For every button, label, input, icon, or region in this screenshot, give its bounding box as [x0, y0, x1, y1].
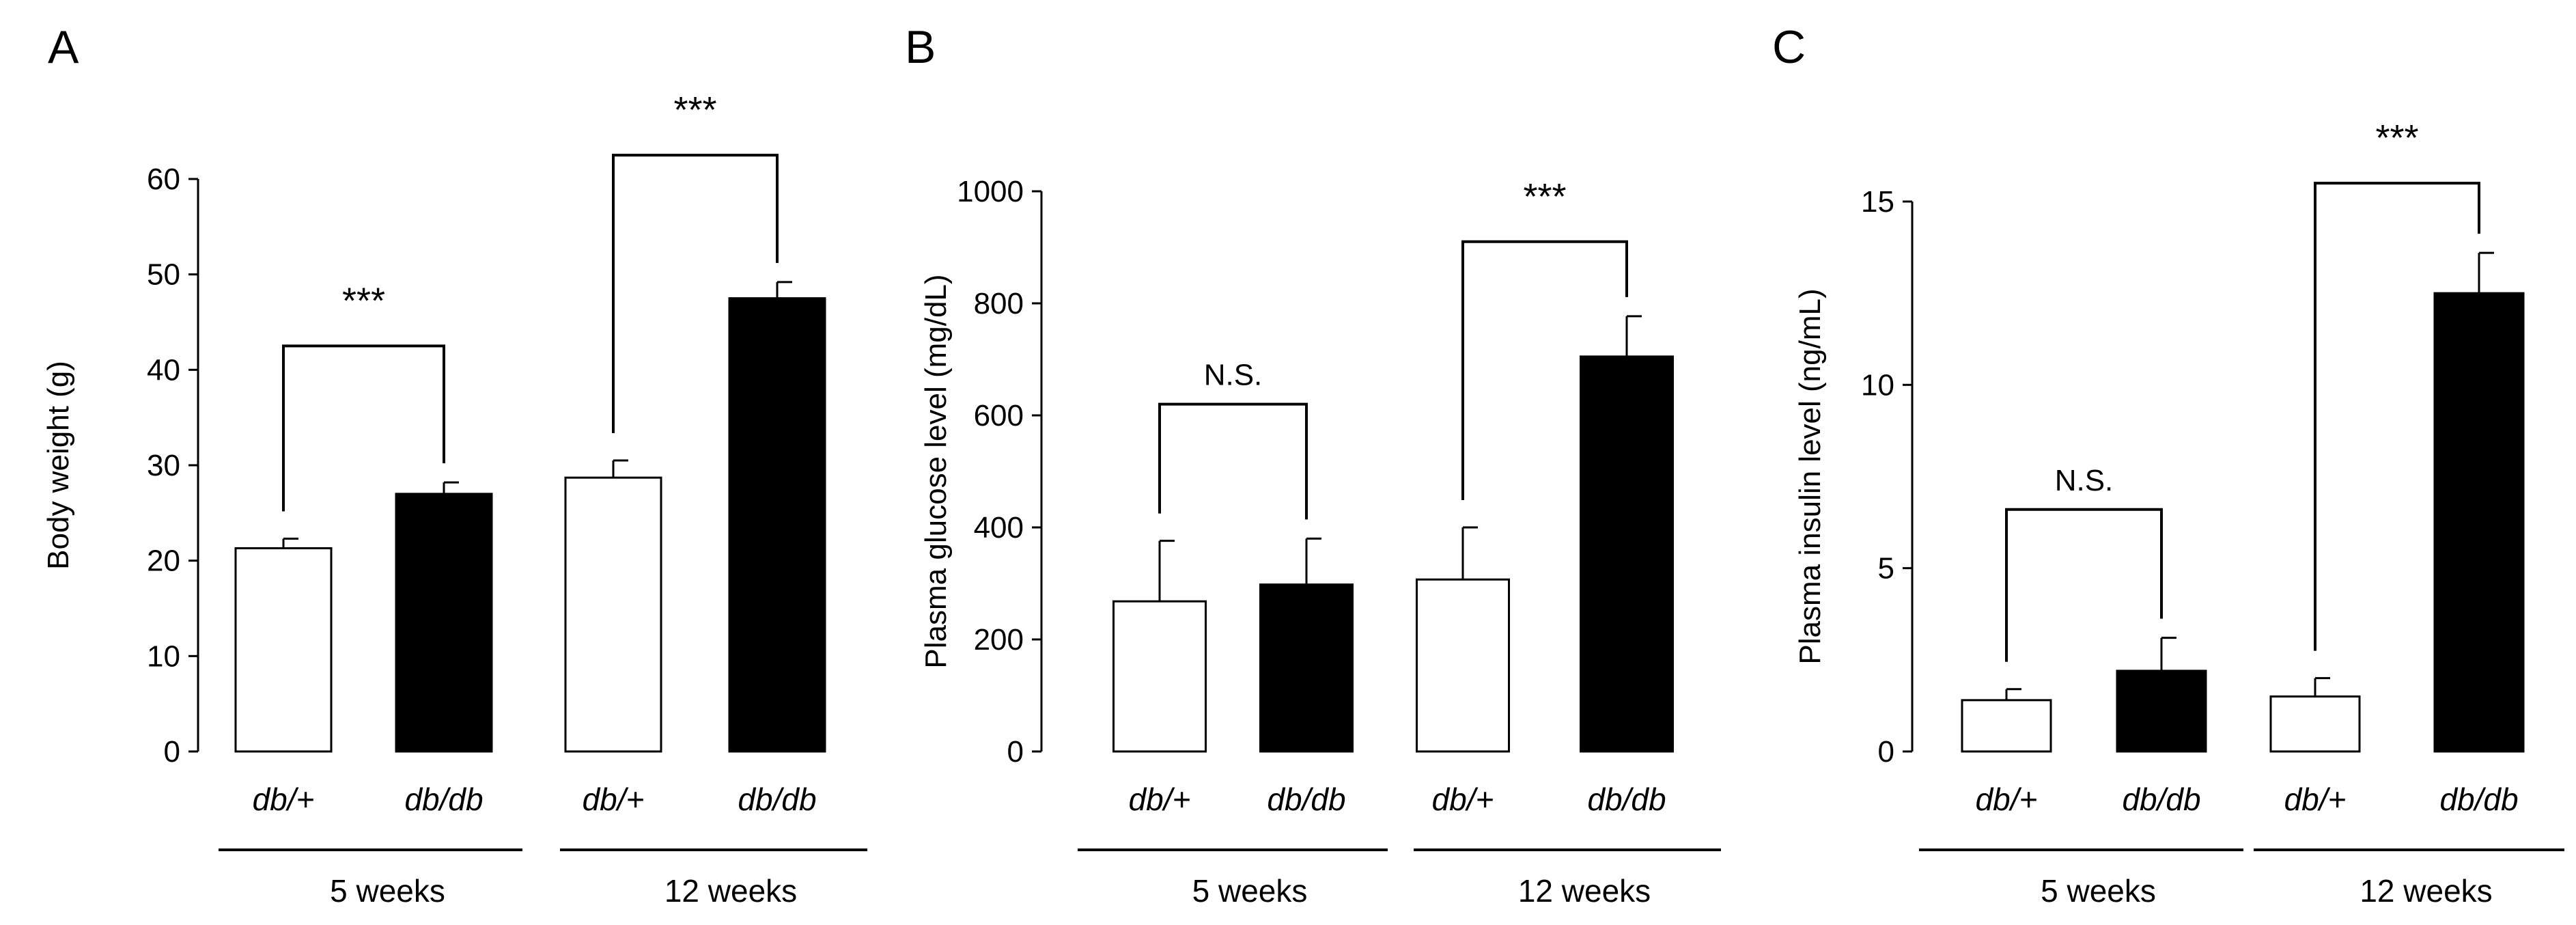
- category-label: db/+: [583, 782, 645, 817]
- bar-3: [564, 476, 662, 753]
- panel-letter: B: [905, 21, 936, 73]
- y-tick-label: 0: [1007, 735, 1024, 769]
- category-label: db/+: [253, 782, 315, 817]
- y-tick-label: 40: [147, 353, 180, 387]
- significance-label: ***: [342, 280, 385, 321]
- bar-4: [1580, 355, 1674, 753]
- significance-bracket: [2314, 182, 2480, 651]
- y-tick-label: 50: [147, 258, 180, 292]
- category-label: db/+: [1976, 782, 2038, 817]
- bar-2: [2116, 669, 2207, 753]
- y-tick-label: 1000: [957, 175, 1024, 208]
- panel-a: A 0 10 20 30 40 50 60 Body weight (g) db/+ db/db d…: [42, 21, 867, 909]
- bar-4: [728, 297, 826, 753]
- y-tick-label: 10: [1861, 368, 1894, 402]
- significance-label: ***: [2375, 118, 2418, 158]
- y-tick-label: 5: [1878, 552, 1894, 585]
- significance-label: N.S.: [2055, 464, 2114, 497]
- y-tick-label: 200: [974, 623, 1024, 657]
- y-axis-label: Body weight (g): [42, 361, 75, 570]
- y-tick-label: 10: [147, 639, 180, 673]
- y-tick-label: 60: [147, 163, 180, 196]
- category-label: db/db: [1587, 782, 1666, 817]
- significance-bracket: [1461, 240, 1628, 500]
- y-tick-label: 20: [147, 544, 180, 578]
- category-label: db/db: [738, 782, 816, 817]
- bar-4: [2433, 292, 2525, 753]
- significance-bracket: [612, 154, 779, 434]
- group-label: 12 weeks: [2360, 873, 2492, 909]
- panel-b: B 0 200 400 600 800 1000 Plasma glucose level …: [905, 21, 1721, 909]
- y-axis-label: Plasma glucose level (mg/dL): [919, 274, 953, 668]
- bar-1: [1961, 699, 2052, 753]
- bar-2: [1259, 583, 1354, 753]
- bar-3: [1416, 578, 1510, 753]
- y-axis-label: Plasma insulin level (ng/mL): [1793, 288, 1827, 664]
- y-tick-label: 0: [1878, 735, 1894, 769]
- category-label: db/+: [1129, 782, 1191, 817]
- significance-bracket: [2005, 508, 2163, 662]
- y-tick-label: 800: [974, 287, 1024, 320]
- group-label: 12 weeks: [1518, 873, 1651, 909]
- category-label: db/+: [1432, 782, 1494, 817]
- category-label: db/db: [1267, 782, 1345, 817]
- y-tick-label: 0: [164, 735, 180, 769]
- significance-label: N.S.: [1204, 359, 1263, 392]
- y-tick-label: 15: [1861, 185, 1894, 219]
- significance-label: ***: [673, 89, 716, 130]
- group-label: 5 weeks: [330, 873, 445, 909]
- category-label: db/db: [404, 782, 483, 817]
- bar-2: [395, 493, 493, 753]
- panel-c: C 0 5 10 15 Plasma insulin level (ng/mL) db/+…: [1772, 21, 2564, 909]
- group-label: 5 weeks: [1192, 873, 1308, 909]
- significance-bracket: [1158, 402, 1308, 520]
- category-label: db/+: [2284, 782, 2347, 817]
- category-label: db/db: [2122, 782, 2200, 817]
- bar-1: [234, 547, 333, 753]
- y-tick-label: 400: [974, 511, 1024, 544]
- bar-1: [1112, 600, 1207, 753]
- significance-label: ***: [1523, 176, 1566, 217]
- panel-letter: A: [48, 21, 79, 73]
- y-tick-label: 30: [147, 449, 180, 482]
- group-label: 5 weeks: [2041, 873, 2156, 909]
- group-label: 12 weeks: [664, 873, 797, 909]
- y-tick-label: 600: [974, 399, 1024, 432]
- panel-letter: C: [1772, 21, 1806, 73]
- category-label: db/db: [2439, 782, 2518, 817]
- bar-3: [2269, 695, 2361, 753]
- significance-bracket: [282, 344, 445, 512]
